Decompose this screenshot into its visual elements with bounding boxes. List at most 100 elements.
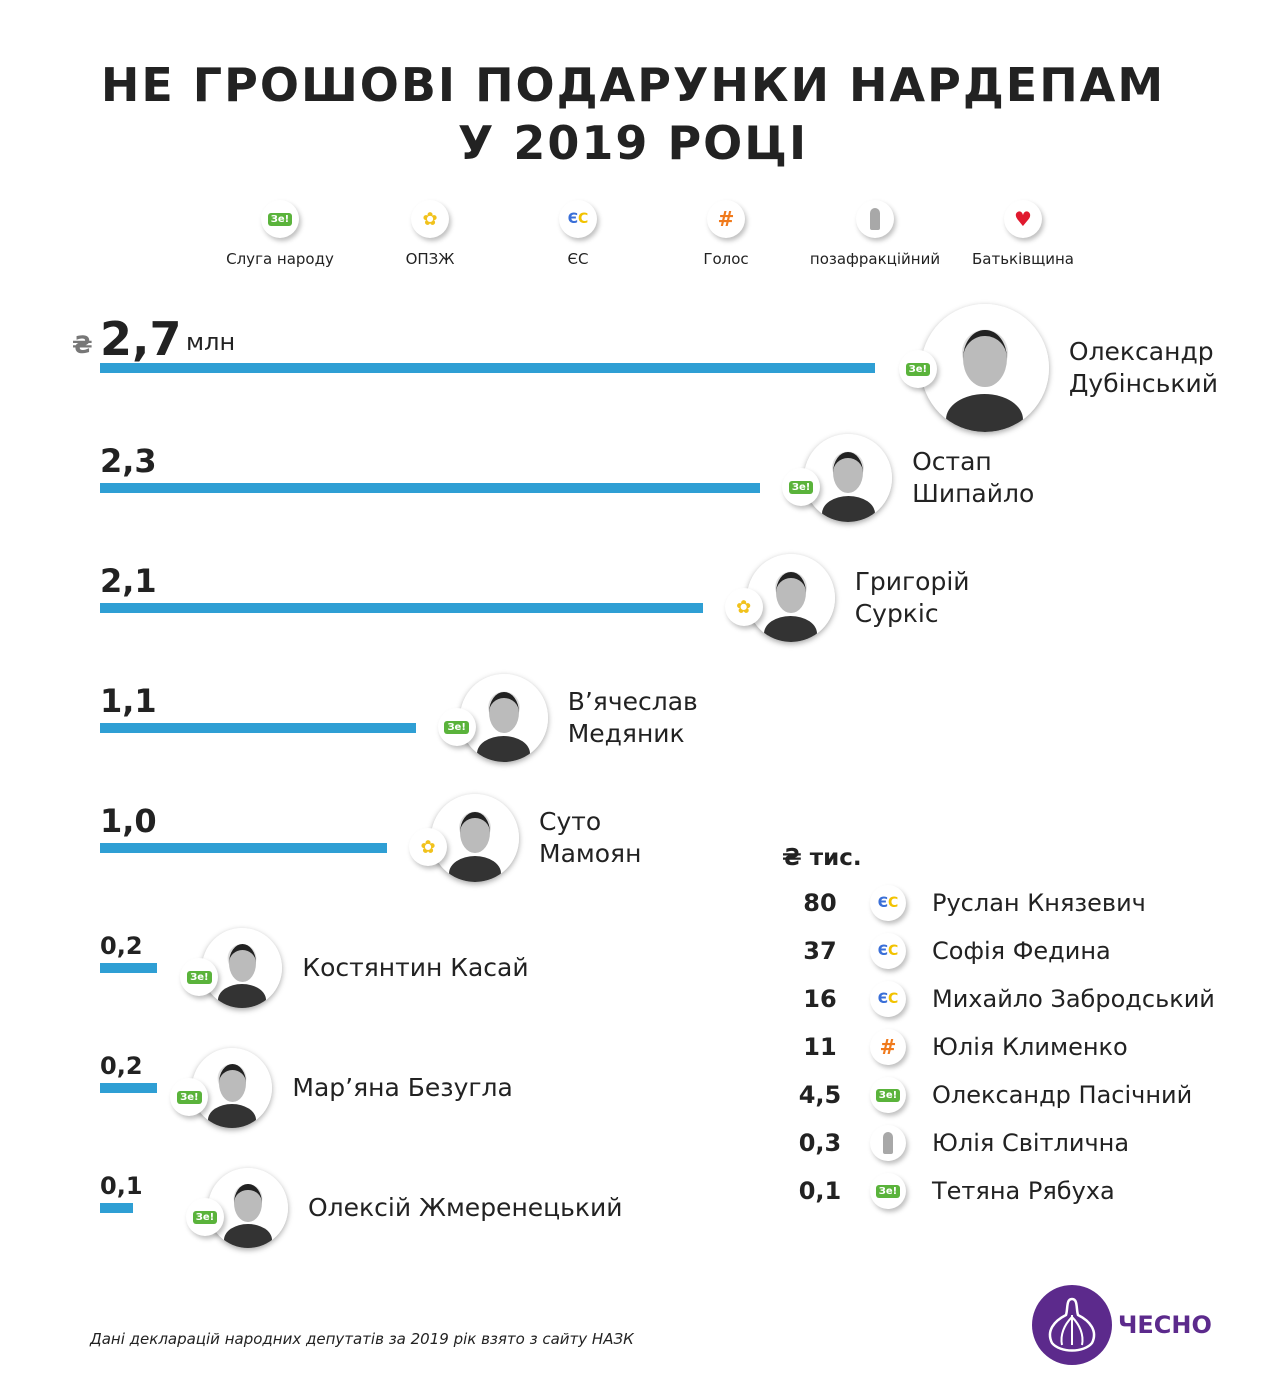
- sluha-narodu-icon: Зе!: [437, 708, 476, 746]
- deputy-name-line: Шипайло: [912, 479, 1035, 508]
- deputy-name-line: Суркіс: [854, 599, 939, 628]
- sluha-narodu-icon: Зе!: [186, 1198, 224, 1236]
- sluha-narodu-icon: Зе!: [898, 350, 937, 388]
- gift-value: 11: [803, 1033, 837, 1061]
- legend-label: Слуга народу: [226, 250, 334, 268]
- deputy-name-line: Медяник: [567, 719, 685, 748]
- table-row: 4,5 Зе! Олександр Пасічний: [780, 1077, 1240, 1117]
- deputy-photo: [920, 304, 1049, 432]
- legend-label: ЄС: [567, 250, 589, 268]
- sluha-narodu-icon: Зе!: [782, 468, 821, 506]
- es-icon: ЄС: [870, 885, 906, 921]
- bar: [100, 963, 158, 973]
- logo-text: ЧЕСНО: [1118, 1311, 1212, 1339]
- table-row: 11 # Юлія Клименко: [780, 1029, 1240, 1069]
- opzh-sunflower-icon: ✿: [409, 828, 447, 866]
- deputy-photo: [202, 928, 283, 1008]
- title-line-2: У 2019 РОЦІ: [457, 116, 809, 170]
- deputy-name-line: В’ячеслав: [567, 687, 698, 716]
- deputy-name: В’ячеслав Медяник: [568, 686, 698, 750]
- legend-item: ✿ ОПЗЖ: [350, 200, 510, 268]
- sluha-narodu-icon: Зе!: [261, 200, 299, 238]
- garlic-icon: [1032, 1285, 1112, 1365]
- legend-label: Голос: [703, 250, 749, 268]
- deputy-name-line: Олексій Жмеренецький: [308, 1193, 623, 1222]
- bar-value-label: 2,1: [100, 562, 157, 600]
- gift-value: 4,5: [798, 1081, 842, 1109]
- bar-value-label: 0,2: [100, 932, 143, 960]
- legend-item: позафракційний: [795, 200, 955, 268]
- deputy-name-line: Дубінський: [1068, 369, 1218, 398]
- deputy-name: Григорій Суркіс: [855, 566, 970, 630]
- deputy-name-line: Олександр: [1068, 337, 1214, 366]
- deputy-name: Олександр Пасічний: [932, 1081, 1193, 1109]
- footer-source: Дані декларацій народних депутатів за 20…: [90, 1330, 634, 1348]
- deputy-name-line: Мамоян: [539, 839, 642, 868]
- deputy-name-line: Костянтин Касай: [302, 953, 529, 982]
- table-row: 0,1 Зе! Тетяна Рябуха: [780, 1173, 1240, 1213]
- deputy-name: Олексій Жмеренецький: [308, 1192, 623, 1224]
- bar-value-label: 2,7: [100, 312, 182, 366]
- unit-label: млн: [186, 328, 236, 356]
- sluha-narodu-icon: Зе!: [870, 1173, 906, 1209]
- heart-icon: ♥: [1004, 200, 1042, 238]
- bar-value-label: 1,0: [100, 802, 157, 840]
- opzh-sunflower-icon: ✿: [411, 200, 449, 238]
- legend-label: позафракційний: [809, 250, 941, 268]
- deputy-photo: [431, 794, 519, 882]
- opzh-sunflower-icon: ✿: [724, 588, 763, 626]
- bar-value-label: 2,3: [100, 442, 157, 480]
- sluha-narodu-icon: Зе!: [180, 958, 219, 996]
- table-row: 0,3 Юлія Світлична: [780, 1125, 1240, 1165]
- deputy-name: Мар’яна Безугла: [292, 1072, 512, 1104]
- bar-value-label: 0,1: [100, 1172, 143, 1200]
- deputy-name-line: Мар’яна Безугла: [292, 1073, 513, 1102]
- deputy-name: Суто Мамоян: [539, 806, 641, 870]
- legend-label: ОПЗЖ: [405, 250, 455, 268]
- legend-item: # Голос: [646, 200, 806, 268]
- deputy-name: Костянтин Касай: [302, 952, 528, 984]
- sluha-narodu-icon: Зе!: [870, 1077, 906, 1113]
- table-row: 16 ЄС Михайло Забродський: [780, 981, 1240, 1021]
- bar: [100, 843, 387, 853]
- table-unit: тис.: [809, 845, 862, 871]
- title-line-1: НЕ ГРОШОВІ ПОДАРУНКИ НАРДЕПАМ: [100, 58, 1166, 112]
- bar: [100, 483, 761, 493]
- legend: Зе! Слуга народу ✿ ОПЗЖ ЄС ЄС # Голос позафракці…: [0, 200, 1266, 280]
- deputy-name: Остап Шипайло: [912, 446, 1034, 510]
- table-row: 80 ЄС Руслан Князевич: [780, 885, 1240, 925]
- chesno-logo[interactable]: ЧЕСНО: [1032, 1285, 1212, 1365]
- deputy-photo: [804, 434, 893, 522]
- independent-person-icon: [856, 200, 894, 238]
- deputy-photo: [208, 1168, 288, 1248]
- deputy-name: Руслан Князевич: [932, 889, 1146, 917]
- independent-person-icon: [870, 1125, 906, 1161]
- deputy-name-line: Суто: [539, 807, 602, 836]
- table-row: 37 ЄС Софія Федина: [780, 933, 1240, 973]
- hryvnia-symbol: ₴: [72, 331, 93, 359]
- table-header: ₴ тис.: [782, 845, 862, 871]
- gift-value: 0,1: [798, 1177, 842, 1205]
- es-icon: ЄС: [870, 933, 906, 969]
- deputy-photo: [459, 674, 548, 762]
- deputy-name: Юлія Світлична: [932, 1129, 1130, 1157]
- legend-item: Зе! Слуга народу: [200, 200, 360, 268]
- gift-value: 0,3: [798, 1129, 842, 1157]
- bar-value-label: 0,2: [100, 1052, 143, 1080]
- deputy-name: Михайло Забродський: [932, 985, 1215, 1013]
- deputy-name: Тетяна Рябуха: [932, 1177, 1115, 1205]
- legend-item: ЄС ЄС: [498, 200, 658, 268]
- deputy-name-line: Остап: [912, 447, 992, 476]
- deputy-photo: [746, 554, 835, 642]
- bar: [100, 363, 875, 373]
- es-icon: ЄС: [559, 200, 597, 238]
- hryvnia-symbol: ₴: [782, 845, 802, 871]
- small-gifts-table: ₴ тис. 80 ЄС Руслан Князевич 37 ЄС Софія Феди…: [780, 845, 1215, 1209]
- bar: [100, 723, 416, 733]
- deputy-name-line: Григорій: [854, 567, 970, 596]
- golos-icon: #: [870, 1029, 906, 1065]
- bar: [100, 1083, 158, 1093]
- deputy-name: Олександр Дубінський: [1069, 336, 1218, 400]
- gift-value: 80: [803, 889, 837, 917]
- bar-value-label: 1,1: [100, 682, 157, 720]
